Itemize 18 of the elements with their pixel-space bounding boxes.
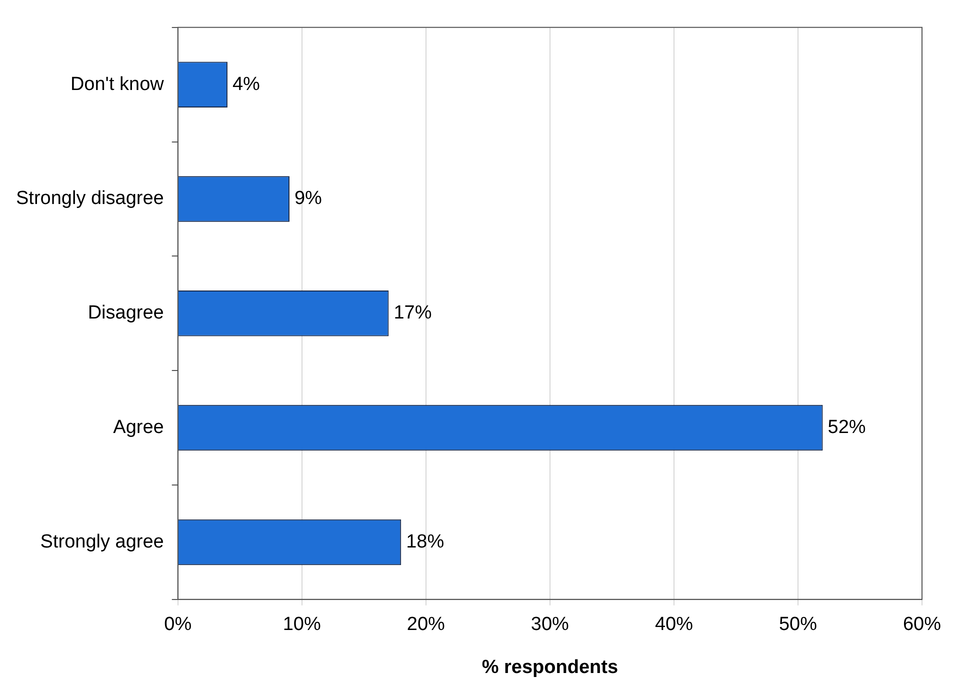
x-axis-title: % respondents: [482, 656, 618, 678]
y-tick-label: Disagree: [88, 302, 164, 324]
x-tick-label: 30%: [530, 614, 570, 636]
x-tick-label: 10%: [282, 614, 322, 636]
y-tick-label: Strongly disagree: [16, 188, 164, 210]
data-label: 9%: [294, 188, 322, 210]
x-tick-label: 40%: [654, 614, 694, 636]
x-tick-label: 60%: [902, 614, 942, 636]
data-label: 4%: [232, 74, 260, 95]
y-tick-label: Agree: [113, 417, 164, 438]
y-tick-label: Strongly agree: [40, 531, 164, 552]
data-label: 18%: [406, 531, 444, 552]
x-tick-label: 20%: [406, 614, 446, 636]
x-tick-label: 0%: [164, 614, 192, 636]
y-tick-label: Don't know: [70, 74, 164, 95]
data-label: 52%: [828, 417, 866, 438]
x-tick-label: 50%: [778, 614, 818, 636]
data-label: 17%: [394, 302, 432, 324]
